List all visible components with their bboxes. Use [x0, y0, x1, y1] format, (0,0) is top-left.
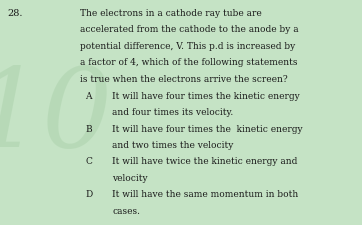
- Text: B: B: [85, 125, 92, 134]
- Text: potential difference, V. This p.d is increased by: potential difference, V. This p.d is inc…: [80, 42, 295, 51]
- Text: accelerated from the cathode to the anode by a: accelerated from the cathode to the anod…: [80, 25, 298, 34]
- Text: It will have four times the kinetic energy: It will have four times the kinetic ener…: [112, 92, 300, 101]
- Text: cases.: cases.: [112, 207, 140, 216]
- Text: C: C: [85, 158, 92, 166]
- Text: The electrons in a cathode ray tube are: The electrons in a cathode ray tube are: [80, 9, 261, 18]
- Text: It will have the same momentum in both: It will have the same momentum in both: [112, 190, 299, 199]
- Text: and four times its velocity.: and four times its velocity.: [112, 108, 233, 117]
- Text: a factor of 4, which of the following statements: a factor of 4, which of the following st…: [80, 58, 297, 67]
- Text: 10: 10: [0, 63, 112, 171]
- Text: D: D: [85, 190, 92, 199]
- Text: It will have twice the kinetic energy and: It will have twice the kinetic energy an…: [112, 158, 298, 166]
- Text: velocity: velocity: [112, 174, 148, 183]
- Text: 28.: 28.: [7, 9, 23, 18]
- Text: and two times the velocity: and two times the velocity: [112, 141, 233, 150]
- Text: A: A: [85, 92, 92, 101]
- Text: It will have four times the  kinetic energy: It will have four times the kinetic ener…: [112, 125, 303, 134]
- Text: is true when the electrons arrive the screen?: is true when the electrons arrive the sc…: [80, 75, 287, 84]
